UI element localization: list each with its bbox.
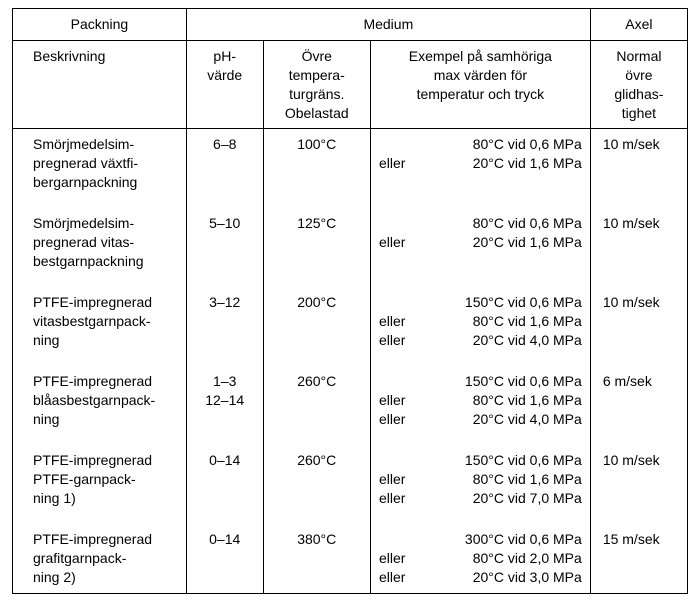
example-line: eller20°C vid 1,6 MPa bbox=[379, 154, 582, 173]
packning-table-container: Packning Medium Axel Beskrivning pH-värd… bbox=[0, 0, 700, 606]
example-value: 20°C vid 3,0 MPa bbox=[419, 568, 582, 587]
col-ex-cell: 80°C vid 0,6 MPaeller20°C vid 1,6 MPa80°… bbox=[370, 129, 590, 594]
example-line: eller80°C vid 1,6 MPa bbox=[379, 470, 582, 489]
desc-text: PTFE-impregneradvitasbestgarnpack-ning bbox=[33, 293, 152, 350]
temp-value: 200°C bbox=[272, 293, 362, 350]
table-body: Smörjmedelsim-pregnerad växtfi-bergarnpa… bbox=[13, 129, 688, 594]
hdr-normal: Normalövreglidhas-tighet bbox=[590, 40, 687, 129]
example-value: 80°C vid 1,6 MPa bbox=[419, 312, 582, 331]
example-lead: eller bbox=[379, 391, 419, 410]
example-value: 150°C vid 0,6 MPa bbox=[419, 293, 582, 312]
example-block: 80°C vid 0,6 MPaeller20°C vid 1,6 MPa bbox=[379, 135, 582, 192]
col-desc-cell: Smörjmedelsim-pregnerad växtfi-bergarnpa… bbox=[13, 129, 187, 594]
hdr-medium: Medium bbox=[186, 9, 590, 41]
hdr-packning: Packning bbox=[13, 9, 187, 41]
temp-value: 260°C bbox=[272, 372, 362, 429]
col-temp-cell: 100°C 125°C 200°C 260°C 260°C 380°C bbox=[263, 129, 370, 594]
example-value: 80°C vid 0,6 MPa bbox=[419, 135, 582, 154]
example-lead: eller bbox=[379, 410, 419, 429]
example-value: 80°C vid 1,6 MPa bbox=[419, 391, 582, 410]
desc-text: Smörjmedelsim-pregnerad växtfi-bergarnpa… bbox=[33, 135, 138, 192]
example-line: 300°C vid 0,6 MPa bbox=[379, 530, 582, 549]
axel-value: 10 m/sek bbox=[603, 293, 660, 312]
example-lead: eller bbox=[379, 233, 419, 252]
ph-value: 6–8 bbox=[195, 135, 255, 192]
ph-value: 3–12 bbox=[195, 293, 255, 350]
example-line: 150°C vid 0,6 MPa bbox=[379, 372, 582, 391]
example-line: eller20°C vid 4,0 MPa bbox=[379, 410, 582, 429]
example-line: eller80°C vid 2,0 MPa bbox=[379, 549, 582, 568]
hdr-exempel: Exempel på samhörigamax värden förtemper… bbox=[370, 40, 590, 129]
axel-value: 10 m/sek bbox=[603, 451, 660, 470]
example-value: 20°C vid 1,6 MPa bbox=[419, 154, 582, 173]
example-lead bbox=[379, 451, 419, 470]
example-lead bbox=[379, 135, 419, 154]
hdr-beskrivning: Beskrivning bbox=[13, 40, 187, 129]
example-value: 20°C vid 4,0 MPa bbox=[419, 410, 582, 429]
example-lead: eller bbox=[379, 470, 419, 489]
example-line: eller20°C vid 3,0 MPa bbox=[379, 568, 582, 587]
example-lead: eller bbox=[379, 154, 419, 173]
example-line: eller20°C vid 1,6 MPa bbox=[379, 233, 582, 252]
table-header: Packning Medium Axel Beskrivning pH-värd… bbox=[13, 9, 688, 129]
example-line: eller80°C vid 1,6 MPa bbox=[379, 312, 582, 331]
example-value: 150°C vid 0,6 MPa bbox=[419, 372, 582, 391]
example-lead: eller bbox=[379, 331, 419, 350]
example-block: 150°C vid 0,6 MPaeller80°C vid 1,6 MPael… bbox=[379, 451, 582, 508]
example-block: 80°C vid 0,6 MPaeller20°C vid 1,6 MPa bbox=[379, 214, 582, 271]
example-value: 80°C vid 1,6 MPa bbox=[419, 470, 582, 489]
example-lead: eller bbox=[379, 549, 419, 568]
hdr-axel: Axel bbox=[590, 9, 687, 41]
temp-value: 260°C bbox=[272, 451, 362, 508]
example-block: 150°C vid 0,6 MPaeller80°C vid 1,6 MPael… bbox=[379, 293, 582, 350]
example-value: 20°C vid 7,0 MPa bbox=[419, 489, 582, 508]
desc-text: Smörjmedelsim-pregnerad vitas-bestgarnpa… bbox=[33, 214, 144, 271]
example-lead: eller bbox=[379, 489, 419, 508]
example-block: 300°C vid 0,6 MPaeller80°C vid 2,0 MPael… bbox=[379, 530, 582, 587]
example-line: 80°C vid 0,6 MPa bbox=[379, 135, 582, 154]
example-line: eller20°C vid 7,0 MPa bbox=[379, 489, 582, 508]
example-lead: eller bbox=[379, 312, 419, 331]
example-block: 150°C vid 0,6 MPaeller80°C vid 1,6 MPael… bbox=[379, 372, 582, 429]
example-line: 150°C vid 0,6 MPa bbox=[379, 451, 582, 470]
packning-table: Packning Medium Axel Beskrivning pH-värd… bbox=[12, 8, 688, 594]
example-lead: eller bbox=[379, 568, 419, 587]
temp-value: 125°C bbox=[272, 214, 362, 271]
temp-value: 100°C bbox=[272, 135, 362, 192]
hdr-ph: pH-värde bbox=[186, 40, 263, 129]
example-value: 20°C vid 1,6 MPa bbox=[419, 233, 582, 252]
temp-value: 380°C bbox=[272, 530, 362, 587]
example-line: 80°C vid 0,6 MPa bbox=[379, 214, 582, 233]
col-axel-cell: 10 m/sek 10 m/sek 10 m/sek 6 m/sek 10 m/sek 1… bbox=[590, 129, 687, 594]
ph-value: 0–14 bbox=[195, 451, 255, 508]
example-lead bbox=[379, 293, 419, 312]
example-lead bbox=[379, 214, 419, 233]
example-lead bbox=[379, 530, 419, 549]
example-lead bbox=[379, 372, 419, 391]
example-line: 150°C vid 0,6 MPa bbox=[379, 293, 582, 312]
example-value: 150°C vid 0,6 MPa bbox=[419, 451, 582, 470]
ph-value: 1–312–14 bbox=[195, 372, 255, 429]
desc-text: PTFE-impregneradPTFE-garnpack-ning 1) bbox=[33, 451, 152, 508]
example-value: 80°C vid 2,0 MPa bbox=[419, 549, 582, 568]
axel-value: 10 m/sek bbox=[603, 135, 660, 154]
axel-value: 10 m/sek bbox=[603, 214, 660, 233]
ph-value: 5–10 bbox=[195, 214, 255, 271]
ph-value: 0–14 bbox=[195, 530, 255, 587]
axel-value: 6 m/sek bbox=[603, 372, 652, 391]
example-value: 300°C vid 0,6 MPa bbox=[419, 530, 582, 549]
hdr-ovre-temp: Övretempera-turgräns.Obelastad bbox=[263, 40, 370, 129]
desc-text: PTFE-impregneradblåasbestgarnpack-ning bbox=[33, 372, 155, 429]
axel-value: 15 m/sek bbox=[603, 530, 660, 549]
desc-text: PTFE-impregneradgrafitgarnpack-ning 2) bbox=[33, 530, 152, 587]
example-value: 80°C vid 0,6 MPa bbox=[419, 214, 582, 233]
example-line: eller20°C vid 4,0 MPa bbox=[379, 331, 582, 350]
col-ph-cell: 6–8 5–10 3–12 1–312–14 0–14 0–14 bbox=[186, 129, 263, 594]
example-value: 20°C vid 4,0 MPa bbox=[419, 331, 582, 350]
example-line: eller80°C vid 1,6 MPa bbox=[379, 391, 582, 410]
